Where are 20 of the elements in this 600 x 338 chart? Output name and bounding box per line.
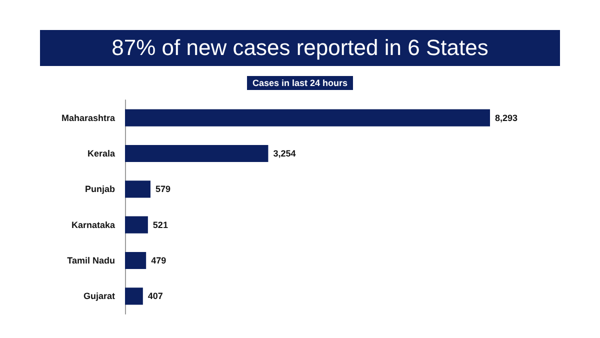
bar: [125, 252, 146, 270]
y-tick-label: Tamil Nadu: [67, 256, 115, 266]
data-label: 479: [151, 256, 166, 266]
chart-title: 87% of new cases reported in 6 States: [40, 30, 560, 66]
chart-subtitle: Cases in last 24 hours: [247, 76, 353, 90]
y-tick-label: Gujarat: [83, 291, 115, 302]
bar: [125, 109, 490, 126]
y-tick-label: Punjab: [84, 184, 116, 194]
data-label: 3,254: [273, 148, 296, 158]
bar: [125, 216, 148, 234]
data-label: 407: [148, 291, 163, 302]
bar: [125, 288, 143, 305]
y-tick-label: Karnataka: [71, 220, 116, 230]
data-label: 579: [155, 184, 171, 194]
data-label: 521: [152, 220, 168, 230]
y-tick-label: Kerala: [87, 148, 116, 158]
data-label: 8,293: [495, 112, 518, 123]
y-tick-label: Maharashtra: [61, 112, 116, 123]
bar: [125, 180, 150, 198]
bar: [125, 144, 268, 162]
